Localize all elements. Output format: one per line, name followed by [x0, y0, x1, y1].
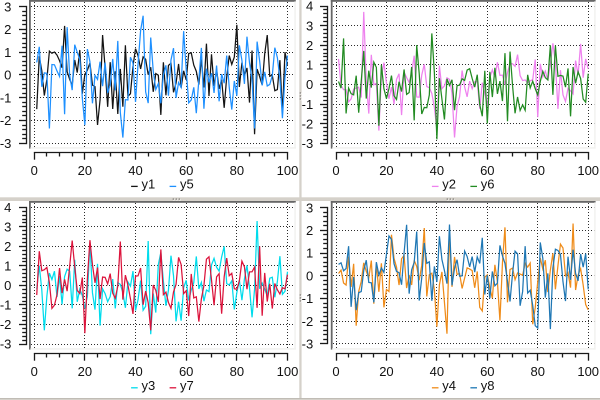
svg-text:0: 0 — [332, 364, 339, 379]
svg-text:3: 3 — [306, 200, 313, 215]
svg-text:0: 0 — [332, 163, 339, 178]
svg-text:-2: -2 — [0, 317, 11, 332]
svg-text:0: 0 — [31, 163, 38, 178]
svg-text:20: 20 — [78, 364, 92, 379]
svg-text:3: 3 — [4, 0, 11, 14]
svg-text:80: 80 — [531, 163, 545, 178]
svg-text:-1: -1 — [302, 291, 314, 306]
svg-text:4: 4 — [4, 200, 11, 215]
svg-text:1: 1 — [306, 246, 313, 261]
svg-text:40: 40 — [128, 163, 142, 178]
svg-text:3: 3 — [306, 18, 313, 33]
svg-text:-2: -2 — [302, 314, 314, 329]
svg-text:20: 20 — [379, 163, 393, 178]
svg-text:1: 1 — [4, 259, 11, 274]
svg-text:-2: -2 — [302, 116, 314, 131]
svg-text:80: 80 — [531, 364, 545, 379]
svg-text:0: 0 — [31, 364, 38, 379]
svg-text:60: 60 — [480, 163, 494, 178]
svg-text:y7: y7 — [180, 378, 194, 393]
svg-text:-3: -3 — [302, 337, 314, 352]
svg-text:2: 2 — [306, 38, 313, 53]
svg-text:4: 4 — [306, 0, 313, 14]
svg-text:60: 60 — [179, 364, 193, 379]
svg-text:1: 1 — [4, 45, 11, 60]
svg-text:40: 40 — [128, 364, 142, 379]
svg-text:60: 60 — [179, 163, 193, 178]
svg-text:2: 2 — [4, 22, 11, 37]
svg-text:80: 80 — [230, 163, 244, 178]
svg-text:40: 40 — [430, 163, 444, 178]
svg-text:-1: -1 — [302, 97, 314, 112]
svg-text:-2: -2 — [0, 113, 11, 128]
svg-text:60: 60 — [480, 364, 494, 379]
svg-text:0: 0 — [306, 77, 313, 92]
svg-text:3: 3 — [4, 220, 11, 235]
svg-text:100: 100 — [577, 163, 599, 178]
svg-text:20: 20 — [78, 163, 92, 178]
svg-text:y4: y4 — [442, 378, 456, 393]
svg-text:-3: -3 — [0, 136, 11, 151]
svg-text:y5: y5 — [180, 177, 194, 192]
svg-text:-3: -3 — [302, 136, 314, 151]
svg-text:100: 100 — [577, 364, 599, 379]
svg-text:y6: y6 — [481, 177, 495, 192]
svg-text:-1: -1 — [0, 90, 11, 105]
svg-text:40: 40 — [430, 364, 444, 379]
svg-text:-1: -1 — [0, 298, 11, 313]
svg-text:80: 80 — [230, 364, 244, 379]
svg-text:y1: y1 — [142, 177, 156, 192]
svg-text:2: 2 — [306, 223, 313, 238]
svg-text:20: 20 — [379, 364, 393, 379]
svg-text:y2: y2 — [442, 177, 456, 192]
svg-text:1: 1 — [306, 58, 313, 73]
svg-text:y3: y3 — [142, 378, 156, 393]
svg-text:2: 2 — [4, 239, 11, 254]
svg-text:0: 0 — [4, 278, 11, 293]
svg-text:-3: -3 — [0, 337, 11, 352]
svg-text:0: 0 — [306, 268, 313, 283]
svg-text:100: 100 — [277, 163, 299, 178]
svg-text:y8: y8 — [481, 378, 495, 393]
svg-text:100: 100 — [277, 364, 299, 379]
svg-text:0: 0 — [4, 68, 11, 83]
